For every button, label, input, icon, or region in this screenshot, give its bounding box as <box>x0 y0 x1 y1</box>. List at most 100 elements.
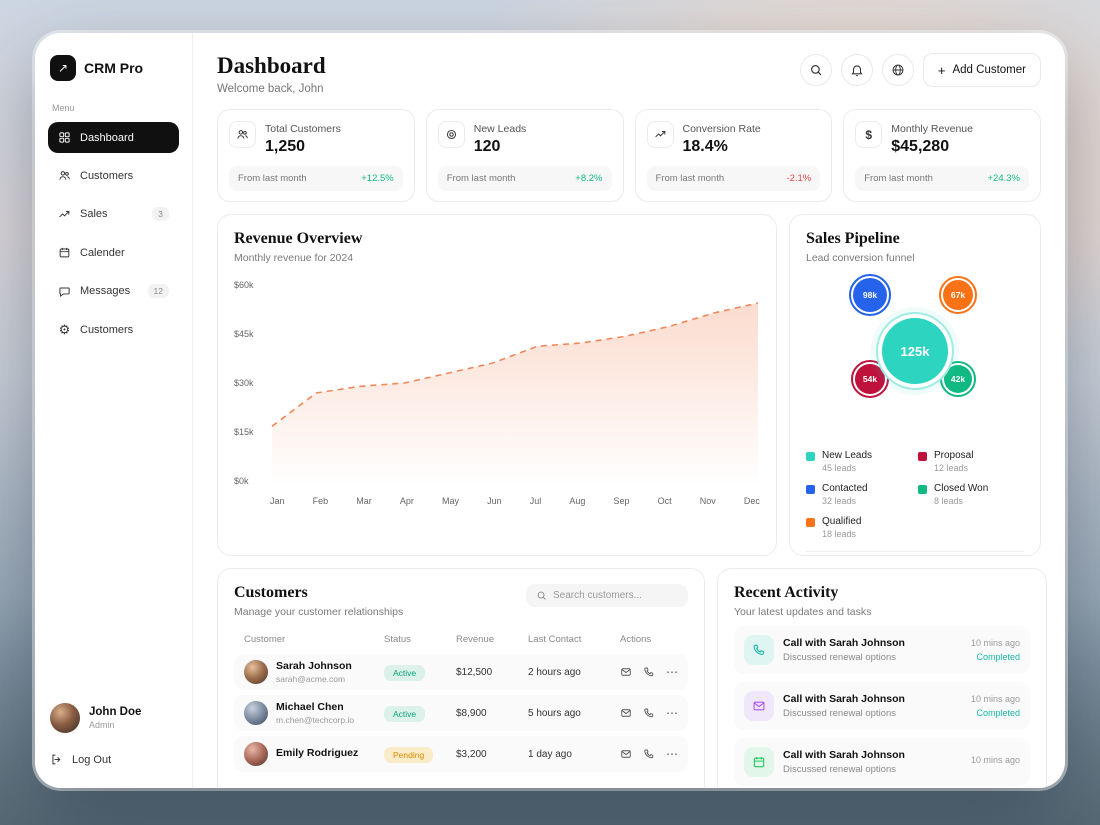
dollar-glyph: $ <box>865 127 873 142</box>
notifications-button[interactable] <box>840 54 873 86</box>
mail-icon[interactable] <box>620 707 632 719</box>
customer-name: Michael Chen <box>276 701 344 713</box>
sidebar-item-dashboard[interactable]: Dashboard <box>48 122 179 153</box>
add-customer-button[interactable]: + Add Customer <box>922 53 1041 87</box>
table-row[interactable]: Michael Chen m.chen@techcorp.io Active $… <box>234 695 688 731</box>
customer-revenue: $3,200 <box>456 748 487 760</box>
logout-button[interactable]: Log Out <box>48 749 179 770</box>
row-menu-icon[interactable]: ⋯ <box>666 665 678 679</box>
user-card[interactable]: John Doe Admin <box>48 703 179 733</box>
row-menu-icon[interactable]: ⋯ <box>666 706 678 720</box>
pipeline-card-title: Sales Pipeline <box>806 230 900 247</box>
logout-label: Log Out <box>72 753 112 766</box>
gear-icon: ⚙ <box>58 322 71 337</box>
legend-proposal: Proposal 12 leads <box>918 450 1024 473</box>
stats-row: Total Customers 1,250 From last month +1… <box>217 109 1041 202</box>
y-axis-tick: $60k <box>234 280 254 290</box>
customer-email: m.chen@techcorp.io <box>276 715 355 725</box>
page-header: Dashboard Welcome back, John + Add Custo… <box>217 53 1041 95</box>
customers-card-subtitle: Manage your customer relationships <box>234 606 404 618</box>
messages-badge: 12 <box>147 284 169 298</box>
phone-icon[interactable] <box>643 666 655 678</box>
stat-delta: +8.2% <box>575 173 603 184</box>
add-customer-label: Add Customer <box>952 64 1026 76</box>
trend-up-icon <box>646 121 674 148</box>
activity-item[interactable]: Call with Sarah Johnson Discussed renewa… <box>734 682 1030 730</box>
sidebar-item-sales[interactable]: Sales 3 <box>48 198 179 230</box>
bubble-contacted[interactable]: 98k <box>849 274 891 316</box>
calendar-icon <box>59 247 70 258</box>
search-button[interactable] <box>799 54 832 86</box>
mail-icon[interactable] <box>620 666 632 678</box>
user-role: Admin <box>89 720 115 730</box>
activity-time: 10 mins ago <box>970 755 1020 765</box>
phone-icon[interactable] <box>643 748 655 760</box>
people-icon <box>229 121 256 148</box>
activity-item[interactable]: Call with Sarah Johnson Discussed renewa… <box>734 626 1030 674</box>
legend-sub: 45 leads <box>822 463 857 473</box>
sidebar-item-customers[interactable]: Customers <box>48 160 179 191</box>
activity-card-title: Recent Activity <box>734 584 839 601</box>
mail-icon[interactable] <box>620 748 632 760</box>
y-axis-tick: $0k <box>234 476 249 486</box>
stat-footer: From last month +8.2% <box>437 166 612 191</box>
stat-card-conversion-rate: Conversion Rate 18.4% From last month -2… <box>634 109 833 202</box>
sidebar-item-calender[interactable]: Calender <box>48 237 179 268</box>
logout-icon <box>52 754 61 765</box>
app-window: ↗ CRM Pro Menu Dashboard Customers Sales… <box>35 33 1065 788</box>
activity-card-subtitle: Your latest updates and tasks <box>734 606 872 618</box>
table-row[interactable]: Sarah Johnson sarah@acme.com Active $12,… <box>234 654 688 690</box>
activity-desc: Discussed renewal options <box>783 764 897 775</box>
pipeline-bubbles: 98k 67k 54k 42k 125k <box>806 266 1024 442</box>
sidebar-item-label: Dashboard <box>80 131 134 144</box>
globe-button[interactable] <box>881 54 914 86</box>
customer-last-contact: 5 hours ago <box>528 707 581 719</box>
stat-value: $45,280 <box>891 138 950 155</box>
revenue-card-title: Revenue Overview <box>234 230 363 247</box>
logo: ↗ CRM Pro <box>48 55 179 81</box>
customers-card-title: Customers <box>234 584 308 601</box>
legend-swatch <box>806 452 815 461</box>
x-axis-tick: Apr <box>399 496 414 506</box>
bell-icon <box>851 65 863 77</box>
legend-swatch <box>806 485 815 494</box>
bubble-qualified[interactable]: 67k <box>939 276 977 314</box>
bubble-value: 98k <box>853 278 887 312</box>
chart-dashed-line <box>272 303 758 426</box>
revenue-card-subtitle: Monthly revenue for 2024 <box>234 252 354 264</box>
stat-footer: From last month +12.5% <box>229 166 403 191</box>
legend-sub: 12 leads <box>934 463 969 473</box>
search-customers-input[interactable] <box>553 590 678 601</box>
user-name: John Doe <box>89 706 142 718</box>
sidebar-item-label: Calender <box>80 246 125 259</box>
sales-pipeline-card: Sales Pipeline Lead conversion funnel 98… <box>789 214 1041 556</box>
sidebar-item-settings[interactable]: ⚙ Customers <box>48 314 179 345</box>
bubble-total[interactable]: 125k <box>876 312 954 390</box>
customer-search[interactable] <box>526 584 688 607</box>
stat-footer-label: From last month <box>655 173 725 184</box>
sidebar-item-messages[interactable]: Messages 12 <box>48 275 179 307</box>
activity-item[interactable]: Call with Sarah Johnson Discussed renewa… <box>734 738 1030 786</box>
middle-row: Revenue Overview Monthly revenue for 202… <box>217 214 1041 556</box>
customer-last-contact: 2 hours ago <box>528 666 581 678</box>
page-title: Dashboard <box>217 53 326 78</box>
customer-name: Sarah Johnson <box>276 660 352 672</box>
status-badge: Active <box>384 665 426 681</box>
phone-icon[interactable] <box>643 707 655 719</box>
chat-icon <box>59 286 70 297</box>
sidebar-item-label: Customers <box>80 323 134 336</box>
activity-desc: Discussed renewal options <box>783 652 897 663</box>
phone-icon <box>744 635 774 665</box>
x-axis-tick: Mar <box>356 496 372 506</box>
activity-title: Call with Sarah Johnson <box>783 637 905 649</box>
stat-delta: +24.3% <box>987 173 1021 184</box>
x-axis-tick: May <box>441 496 459 506</box>
avatar <box>50 703 80 733</box>
stat-card-new-leads: New Leads 120 From last month +8.2% <box>425 109 624 202</box>
stat-delta: +12.5% <box>361 173 394 184</box>
customer-revenue: $12,500 <box>456 666 493 678</box>
status-badge: Active <box>384 706 426 722</box>
table-row[interactable]: Emily Rodriguez Pending $3,200 1 day ago… <box>234 736 688 772</box>
stat-value: 120 <box>473 138 501 155</box>
row-menu-icon[interactable]: ⋯ <box>666 747 678 761</box>
